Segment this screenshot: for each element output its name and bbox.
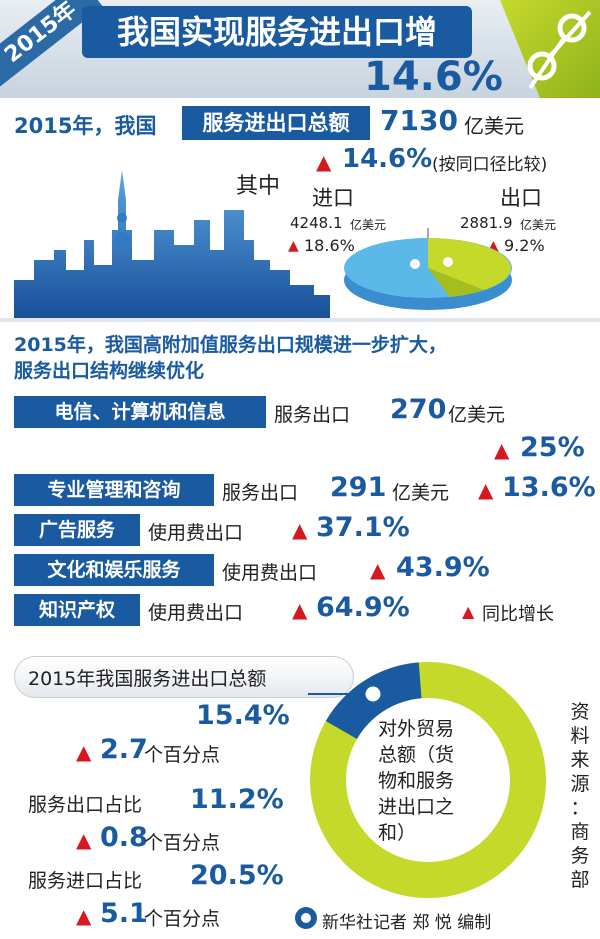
export-growth: 9.2% bbox=[504, 236, 545, 255]
trade-share-donut bbox=[308, 662, 546, 898]
category-growth-advertising: 37.1% bbox=[316, 512, 410, 543]
donut-center-text: 对外贸易 总额（货 物和服务 进出口之 和） bbox=[378, 716, 498, 846]
category-growth-consulting: 13.6% bbox=[502, 472, 596, 503]
up-triangle-icon: ▲ bbox=[76, 740, 92, 764]
category-box-ip: 知识产权 bbox=[14, 594, 140, 626]
source-char: 部 bbox=[570, 869, 590, 891]
up-triangle-icon: ▲ bbox=[76, 904, 92, 928]
export-up-icon: ▲ bbox=[488, 238, 499, 254]
up-triangle-icon: ▲ bbox=[292, 598, 308, 622]
section2-heading-2: 服务出口结构继续优化 bbox=[14, 360, 205, 382]
donut-ring bbox=[310, 662, 546, 898]
export-unit: 亿美元 bbox=[520, 218, 557, 232]
total-note: (按同口径比较) bbox=[432, 155, 548, 175]
category-box-consulting: 专业管理和咨询 bbox=[14, 474, 214, 506]
import-value: 4248.1 bbox=[290, 214, 343, 232]
category-label-culture: 使用费出口 bbox=[222, 562, 318, 584]
section-divider bbox=[0, 318, 600, 322]
share-value: 15.4% bbox=[196, 700, 290, 731]
total-value: 7130 bbox=[380, 104, 458, 137]
donut-center-line: 物和服务 bbox=[378, 770, 455, 792]
export-share-value: 11.2% bbox=[190, 784, 284, 815]
share-change: 2.7 bbox=[100, 734, 148, 765]
category-value-consulting: 291 bbox=[330, 472, 387, 503]
credit-text: 新华社记者 郑 悦 编制 bbox=[322, 913, 492, 933]
scissors-icon bbox=[527, 10, 592, 90]
city-skyline-illustration bbox=[14, 170, 330, 318]
import-export-pie bbox=[344, 228, 512, 310]
section2-heading-1: 2015年，我国高附加值服务出口规模进一步扩大， bbox=[14, 334, 447, 356]
up-triangle-icon: ▲ bbox=[370, 558, 386, 582]
source-char: ： bbox=[570, 797, 590, 819]
donut-center-line: 和） bbox=[378, 822, 417, 844]
export-label: 出口 bbox=[500, 186, 542, 210]
overview-prefix: 2015年，我国 bbox=[14, 114, 157, 138]
overview-label-box: 服务进出口总额 bbox=[182, 106, 370, 140]
source-char: 资 bbox=[570, 701, 590, 723]
export-value: 2881.9 bbox=[460, 214, 513, 232]
import-share-label: 服务进口占比 bbox=[28, 870, 143, 892]
section3-heading: 2015年我国服务进出口总额 bbox=[28, 668, 267, 690]
up-triangle-icon: ▲ bbox=[76, 828, 92, 852]
category-growth-culture: 43.9% bbox=[396, 552, 490, 583]
category-box-telecom: 电信、计算机和信息 bbox=[14, 396, 266, 428]
import-share-change-unit: 个百分点 bbox=[144, 908, 221, 930]
category-unit-telecom: 亿美元 bbox=[448, 404, 506, 426]
up-triangle-icon: ▲ bbox=[494, 438, 510, 462]
page-title: 我国实现服务进出口增 bbox=[82, 6, 472, 58]
xinhua-logo-icon bbox=[295, 907, 317, 929]
source-char: 商 bbox=[570, 821, 590, 843]
category-label-ip: 使用费出口 bbox=[148, 602, 244, 624]
source-char: 来 bbox=[570, 749, 590, 771]
import-label: 进口 bbox=[312, 186, 354, 210]
category-box-advertising: 广告服务 bbox=[14, 514, 140, 546]
category-growth-ip: 64.9% bbox=[316, 592, 410, 623]
export-slice bbox=[428, 238, 511, 290]
source-char: 料 bbox=[570, 725, 590, 747]
category-label-consulting: 服务出口 bbox=[222, 482, 299, 504]
source-char: 源 bbox=[570, 773, 590, 795]
source-label: 资 料 来 源 ： 商 务 部 bbox=[566, 700, 594, 892]
source-char: 务 bbox=[570, 845, 590, 867]
donut-center-line: 总额（货 bbox=[378, 744, 455, 766]
import-growth: 18.6% bbox=[304, 236, 355, 255]
share-change-unit: 个百分点 bbox=[144, 744, 221, 766]
total-growth: 14.6% bbox=[342, 144, 433, 174]
import-up-icon: ▲ bbox=[288, 238, 299, 254]
headline-percentage: 14.6% bbox=[364, 54, 503, 100]
export-share-label: 服务出口占比 bbox=[28, 794, 143, 816]
legend-up-icon: ▲ bbox=[462, 602, 475, 621]
category-growth-telecom: 25% bbox=[520, 432, 585, 463]
qizhong-label: 其中 bbox=[236, 174, 281, 199]
category-label-advertising: 使用费出口 bbox=[148, 522, 244, 544]
category-label-telecom: 服务出口 bbox=[274, 404, 351, 426]
up-triangle-icon: ▲ bbox=[292, 518, 308, 542]
up-triangle-icon: ▲ bbox=[478, 478, 494, 502]
total-unit: 亿美元 bbox=[464, 114, 524, 138]
export-share-change: 0.8 bbox=[100, 822, 148, 853]
donut-share-slice bbox=[310, 662, 546, 898]
category-unit-consulting: 亿美元 bbox=[392, 482, 450, 504]
donut-center-line: 对外贸易 bbox=[378, 718, 455, 740]
legend-label: 同比增长 bbox=[482, 604, 554, 625]
donut-center-line: 进出口之 bbox=[378, 796, 455, 818]
export-share-change-unit: 个百分点 bbox=[144, 832, 221, 854]
import-share-value: 20.5% bbox=[190, 860, 284, 891]
category-box-culture: 文化和娱乐服务 bbox=[14, 554, 214, 586]
import-share-change: 5.1 bbox=[100, 898, 148, 929]
category-value-telecom: 270 bbox=[390, 394, 447, 425]
section3-heading-pill bbox=[14, 656, 354, 698]
up-triangle-icon: ▲ bbox=[316, 150, 332, 174]
import-unit: 亿美元 bbox=[350, 218, 387, 232]
